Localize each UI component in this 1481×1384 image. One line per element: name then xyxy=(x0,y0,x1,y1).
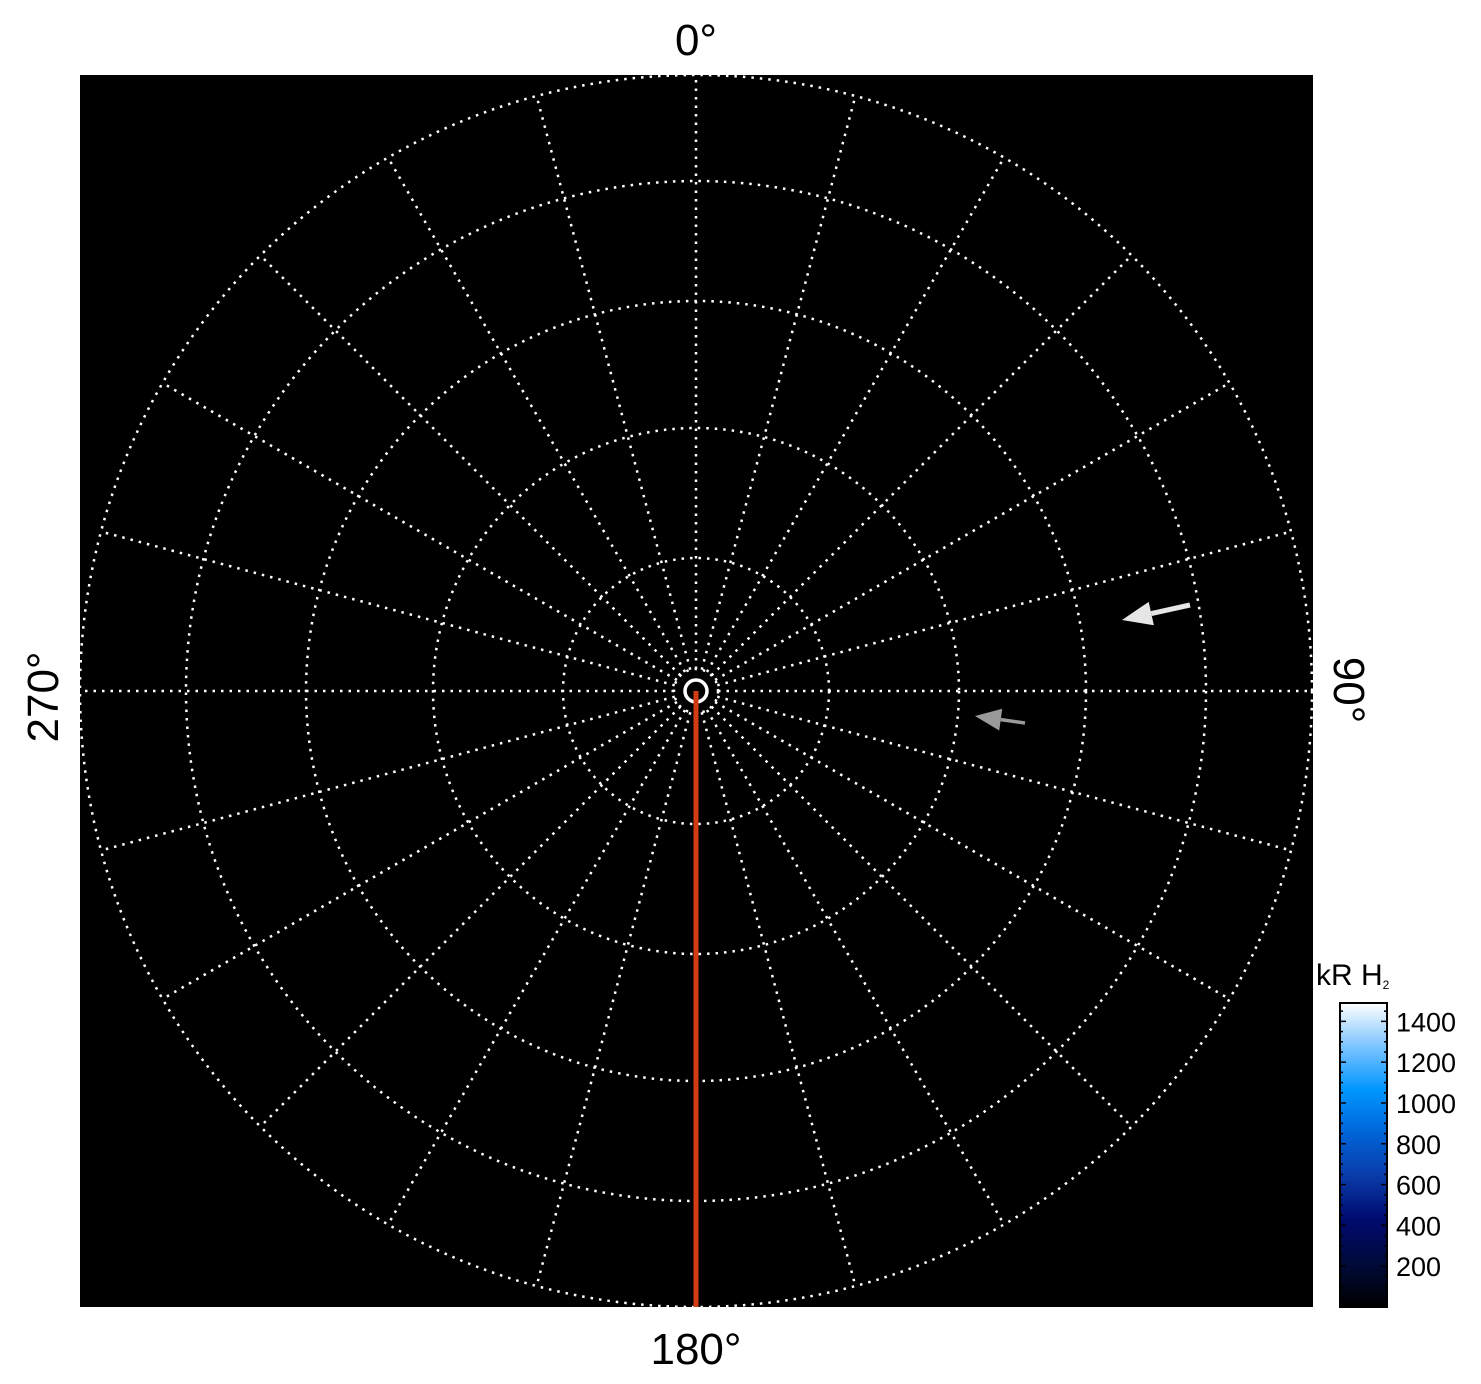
meridian-line xyxy=(705,156,1006,673)
latitude-circle xyxy=(78,73,1314,1309)
annotations xyxy=(975,601,1191,731)
meridian-line xyxy=(259,254,682,677)
meridian-line xyxy=(710,705,1133,1128)
label-180-deg: 180° xyxy=(650,1325,741,1374)
grid xyxy=(78,73,1314,1309)
meridian-line xyxy=(100,530,676,687)
colorbar-gradient xyxy=(1339,1002,1388,1308)
meridian-line xyxy=(716,530,1292,687)
latitude-circle xyxy=(431,426,961,956)
colorbar: kR H2 200 400 600 800 1000 1200 1400 xyxy=(1316,959,1456,1308)
meridian-line xyxy=(259,705,682,1128)
meridian-line xyxy=(535,95,692,671)
meridian-line xyxy=(705,709,1006,1226)
colorbar-ticks: 200 400 600 800 1000 1200 1400 xyxy=(1340,1007,1456,1308)
label-0-deg: 0° xyxy=(675,16,717,65)
arrow-shaft xyxy=(1150,602,1191,616)
arrow-annotation xyxy=(975,708,1026,731)
meridian-line xyxy=(386,156,687,673)
colorbar-tick-label: 1400 xyxy=(1396,1007,1456,1037)
colorbar-tick-label: 600 xyxy=(1396,1171,1441,1201)
colorbar-tick-label: 800 xyxy=(1396,1130,1441,1160)
colorbar-tick-label: 400 xyxy=(1396,1211,1441,1241)
meridian-line xyxy=(700,95,857,671)
arrow-head xyxy=(1122,601,1154,626)
meridian-line xyxy=(535,711,692,1287)
arrow-annotation xyxy=(1122,601,1191,626)
meridian-line xyxy=(386,709,687,1226)
meridian-line xyxy=(714,381,1231,682)
label-270-deg: 270° xyxy=(19,651,68,742)
arrow-head xyxy=(975,708,1003,731)
meridian-line xyxy=(100,695,676,852)
meridian-line xyxy=(161,381,678,682)
meridian-line xyxy=(714,700,1231,1001)
arrow-shaft xyxy=(1000,717,1026,725)
colorbar-tick-label: 1000 xyxy=(1396,1089,1456,1119)
colorbar-tick-label: 200 xyxy=(1396,1252,1441,1282)
label-90-deg: 90° xyxy=(1324,657,1373,724)
meridian-line xyxy=(716,695,1292,852)
meridian-line xyxy=(710,254,1133,677)
colorbar-tick-label: 1200 xyxy=(1396,1048,1456,1078)
meridian-line xyxy=(700,711,857,1287)
colorbar-label: kR H2 xyxy=(1316,959,1390,992)
meridian-line xyxy=(161,700,678,1001)
